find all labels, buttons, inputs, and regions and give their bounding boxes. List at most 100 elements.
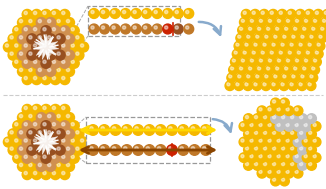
Circle shape (191, 147, 195, 150)
Circle shape (247, 35, 250, 38)
Circle shape (295, 9, 305, 19)
Circle shape (257, 137, 267, 147)
Circle shape (65, 50, 75, 60)
Circle shape (241, 19, 244, 22)
Circle shape (257, 122, 267, 131)
Circle shape (18, 50, 27, 60)
Circle shape (19, 131, 22, 134)
Circle shape (306, 81, 316, 91)
Circle shape (292, 75, 295, 78)
Circle shape (314, 9, 323, 19)
Circle shape (3, 42, 13, 52)
Circle shape (173, 24, 183, 34)
Circle shape (295, 19, 299, 22)
Circle shape (244, 145, 253, 155)
Circle shape (60, 26, 70, 36)
Circle shape (254, 83, 257, 86)
Circle shape (99, 125, 110, 135)
Circle shape (279, 81, 289, 91)
Circle shape (312, 67, 315, 70)
Circle shape (312, 57, 321, 67)
Circle shape (266, 137, 276, 147)
Circle shape (65, 66, 75, 76)
Circle shape (254, 43, 257, 46)
Circle shape (67, 19, 70, 23)
Circle shape (69, 137, 79, 147)
Circle shape (41, 170, 51, 180)
Circle shape (19, 114, 22, 118)
Circle shape (169, 147, 172, 150)
Circle shape (266, 122, 276, 131)
Circle shape (275, 168, 285, 178)
Circle shape (67, 147, 70, 150)
Circle shape (284, 168, 294, 178)
Circle shape (55, 66, 65, 76)
Circle shape (240, 57, 249, 67)
Circle shape (259, 170, 262, 173)
Circle shape (270, 51, 273, 54)
Circle shape (32, 9, 42, 19)
Circle shape (286, 108, 289, 111)
Circle shape (74, 129, 84, 139)
Circle shape (173, 9, 183, 19)
Circle shape (123, 26, 126, 29)
Circle shape (29, 19, 32, 23)
Circle shape (29, 131, 32, 134)
Circle shape (154, 10, 157, 14)
Circle shape (51, 153, 60, 163)
Circle shape (263, 131, 267, 134)
Circle shape (253, 145, 262, 155)
Polygon shape (33, 129, 59, 154)
Circle shape (101, 26, 105, 29)
Circle shape (41, 75, 51, 84)
Circle shape (65, 18, 75, 28)
Circle shape (268, 123, 271, 126)
Circle shape (232, 49, 242, 59)
Circle shape (57, 114, 60, 118)
Circle shape (293, 106, 303, 115)
Circle shape (308, 33, 318, 43)
Circle shape (71, 44, 74, 47)
Circle shape (289, 145, 298, 155)
Circle shape (27, 161, 37, 171)
Circle shape (290, 33, 300, 43)
Circle shape (263, 83, 266, 86)
Circle shape (307, 114, 317, 123)
Circle shape (15, 60, 18, 64)
Circle shape (254, 115, 258, 119)
Circle shape (266, 153, 276, 162)
Circle shape (308, 43, 311, 46)
Circle shape (245, 115, 248, 119)
Circle shape (317, 33, 326, 43)
Circle shape (312, 27, 315, 30)
Circle shape (259, 19, 262, 22)
Circle shape (273, 178, 275, 181)
Circle shape (41, 58, 51, 68)
Circle shape (57, 19, 60, 23)
Circle shape (110, 9, 120, 19)
Circle shape (13, 137, 23, 147)
Circle shape (254, 147, 258, 150)
Circle shape (57, 163, 60, 167)
Circle shape (29, 163, 32, 167)
Circle shape (243, 51, 246, 54)
Circle shape (99, 145, 110, 155)
Circle shape (144, 145, 155, 155)
Circle shape (41, 9, 51, 19)
Circle shape (294, 57, 303, 67)
Circle shape (142, 9, 152, 19)
Circle shape (18, 18, 27, 28)
Circle shape (202, 147, 206, 150)
Circle shape (43, 106, 46, 110)
Circle shape (259, 9, 269, 19)
Circle shape (254, 33, 263, 43)
Circle shape (300, 147, 303, 150)
Circle shape (295, 155, 298, 158)
Circle shape (234, 81, 244, 91)
Circle shape (52, 155, 55, 158)
Circle shape (90, 147, 93, 150)
Circle shape (65, 145, 75, 155)
Circle shape (112, 147, 116, 150)
Circle shape (268, 155, 271, 158)
Circle shape (310, 65, 319, 75)
